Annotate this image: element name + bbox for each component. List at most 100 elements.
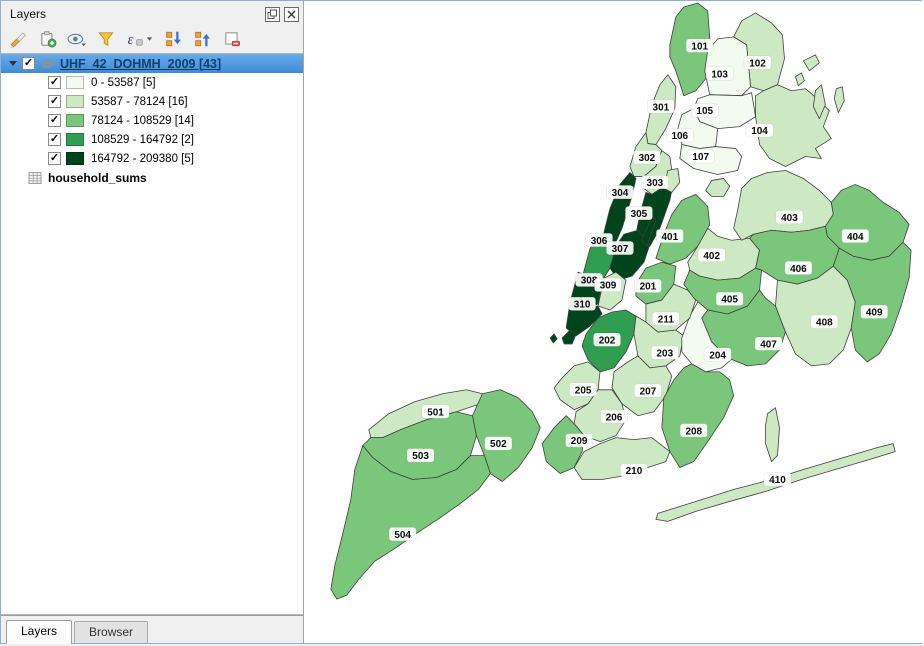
legend-class-row[interactable]: 0 - 53587 [5]	[1, 73, 303, 92]
region-label-303: 303	[641, 175, 669, 190]
tab-layers[interactable]: Layers	[6, 620, 73, 644]
svg-text:206: 206	[606, 412, 623, 423]
layer-tree: UHF_42_DOHMH_2009 [43] 0 - 53587 [5] 535…	[1, 53, 303, 615]
legend-swatch	[66, 133, 84, 146]
region-label-309: 309	[594, 277, 622, 292]
expand-all-icon[interactable]	[163, 28, 185, 50]
region-label-409: 409	[860, 304, 888, 319]
svg-text:305: 305	[631, 209, 648, 220]
region-label-501: 501	[421, 404, 450, 419]
legend-class-row[interactable]: 78124 - 108529 [14]	[1, 111, 303, 130]
region-label-406: 406	[784, 260, 813, 275]
legend-checkbox[interactable]	[48, 152, 61, 165]
legend-label: 0 - 53587 [5]	[91, 76, 156, 89]
svg-text:308: 308	[581, 276, 598, 287]
panel-titlebar: Layers	[1, 1, 303, 25]
svg-text:301: 301	[653, 102, 670, 113]
svg-text:303: 303	[647, 178, 664, 189]
map-region-103[interactable]	[704, 36, 751, 97]
svg-text:302: 302	[639, 153, 656, 164]
svg-text:503: 503	[412, 451, 429, 462]
map-island-0[interactable]	[803, 54, 820, 72]
map-region-208[interactable]	[661, 363, 735, 468]
legend-checkbox[interactable]	[48, 76, 61, 89]
map-island-1[interactable]	[812, 84, 826, 120]
legend-label: 78124 - 108529 [14]	[91, 114, 194, 127]
svg-text:209: 209	[571, 436, 588, 447]
region-label-208: 208	[679, 423, 708, 438]
filter-legend-by-expression-icon[interactable]: ε	[124, 28, 156, 50]
region-label-105: 105	[690, 103, 719, 118]
legend-swatch	[66, 152, 84, 165]
region-label-106: 106	[665, 128, 694, 143]
region-label-202: 202	[593, 332, 621, 347]
map-island-9[interactable]	[765, 407, 780, 462]
collapse-arrow-icon[interactable]	[9, 61, 17, 66]
map-island-7[interactable]	[561, 329, 577, 345]
map-island-2[interactable]	[833, 86, 845, 114]
region-label-306: 306	[585, 233, 613, 247]
region-label-205: 205	[569, 382, 597, 397]
svg-text:106: 106	[671, 131, 688, 142]
region-label-402: 402	[697, 247, 726, 262]
svg-text:306: 306	[591, 236, 608, 247]
map-island-3[interactable]	[795, 72, 805, 87]
legend-class-row[interactable]: 108529 - 164792 [2]	[1, 130, 303, 149]
undock-panel-icon[interactable]	[265, 6, 280, 22]
map-island-5[interactable]	[705, 178, 731, 197]
legend-checkbox[interactable]	[48, 95, 61, 108]
region-label-401: 401	[656, 229, 684, 243]
collapse-all-icon[interactable]	[192, 28, 214, 50]
svg-text:501: 501	[427, 407, 444, 418]
region-label-407: 407	[754, 336, 783, 351]
svg-text:406: 406	[790, 264, 807, 275]
legend-label: 108529 - 164792 [2]	[91, 133, 194, 146]
map-island-6[interactable]	[641, 215, 657, 247]
open-layer-styling-icon[interactable]	[8, 28, 30, 50]
region-label-304: 304	[606, 185, 634, 200]
region-label-504: 504	[388, 527, 417, 542]
svg-text:408: 408	[816, 318, 833, 329]
legend-swatch	[66, 114, 84, 127]
map-region-406[interactable]	[749, 225, 840, 285]
legend-class-row[interactable]: 53587 - 78124 [16]	[1, 92, 303, 111]
layer-item-uhf42[interactable]: UHF_42_DOHMH_2009 [43]	[1, 54, 303, 73]
add-group-icon[interactable]	[37, 28, 59, 50]
layers-panel: Layers ε	[1, 1, 304, 644]
filter-legend-icon[interactable]	[95, 28, 117, 50]
region-label-305: 305	[625, 206, 653, 221]
layer-item-household-sums[interactable]: household_sums	[1, 168, 303, 187]
svg-text:104: 104	[751, 126, 768, 137]
map-region-504[interactable]	[330, 445, 491, 600]
map-canvas[interactable]: 101 102 103 104 105 106 107 301 302 303 304 305 306 3…	[304, 1, 924, 643]
map-region-409[interactable]	[832, 241, 912, 363]
close-panel-icon[interactable]	[284, 6, 299, 22]
tab-browser[interactable]: Browser	[74, 621, 149, 643]
region-label-107: 107	[686, 149, 715, 164]
svg-text:309: 309	[600, 281, 617, 292]
map-island-8[interactable]	[549, 333, 558, 344]
map-region-401[interactable]	[655, 194, 711, 265]
legend-checkbox[interactable]	[48, 133, 61, 146]
svg-text:103: 103	[711, 69, 728, 80]
legend-swatch	[66, 76, 84, 89]
legend-swatch	[66, 95, 84, 108]
svg-text:402: 402	[703, 251, 720, 262]
map-region-209[interactable]	[541, 415, 585, 474]
svg-text:403: 403	[781, 213, 798, 224]
svg-text:107: 107	[692, 152, 709, 163]
layer-checkbox[interactable]	[22, 57, 35, 70]
svg-text:409: 409	[866, 308, 883, 319]
remove-layer-group-icon[interactable]	[221, 28, 243, 50]
svg-text:502: 502	[490, 439, 507, 450]
map-region-210[interactable]	[573, 437, 671, 480]
svg-text:307: 307	[612, 244, 629, 255]
legend-checkbox[interactable]	[48, 114, 61, 127]
svg-text:304: 304	[612, 188, 629, 199]
svg-text:202: 202	[599, 336, 616, 347]
legend-class-row[interactable]: 164792 - 209380 [5]	[1, 149, 303, 168]
manage-map-themes-icon[interactable]	[66, 28, 88, 50]
region-label-502: 502	[484, 436, 513, 451]
map-region-104[interactable]	[755, 84, 832, 167]
